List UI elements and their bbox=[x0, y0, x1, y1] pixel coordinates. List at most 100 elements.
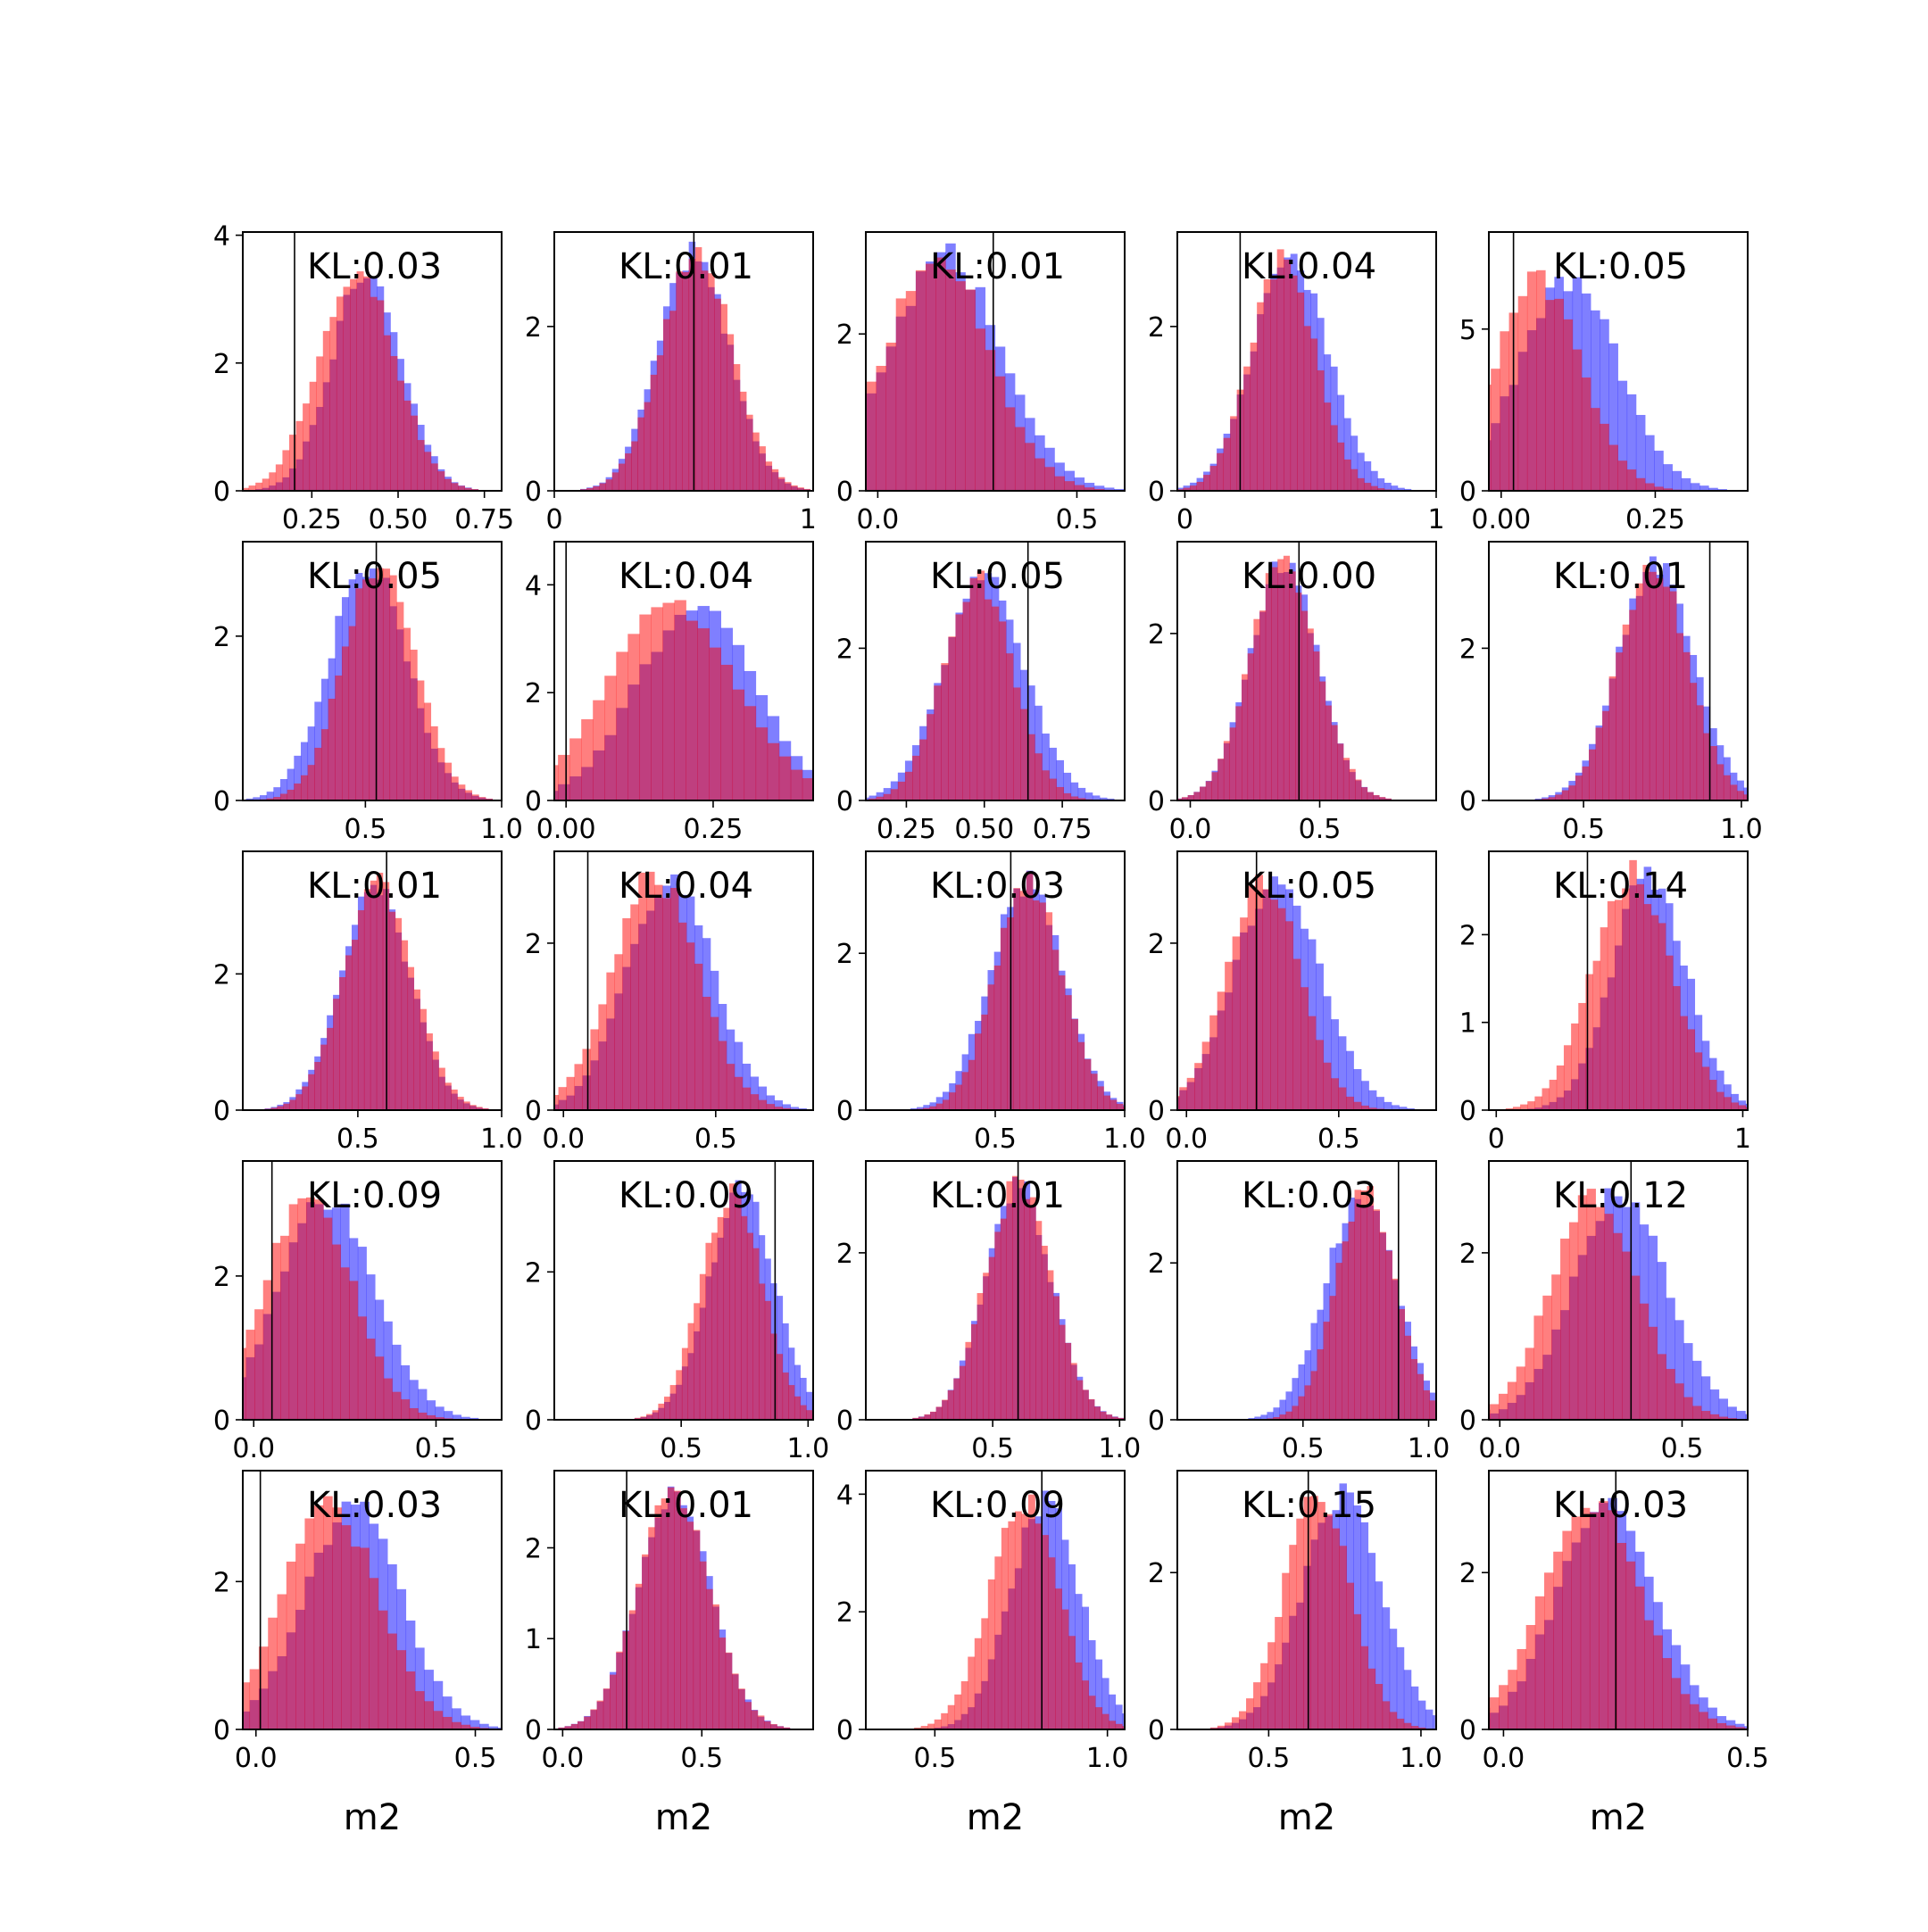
histogram-bar-b bbox=[426, 1415, 436, 1420]
histogram-bar-b bbox=[1317, 1502, 1326, 1729]
histogram-bar-a bbox=[1692, 1360, 1702, 1420]
histogram-bar-b bbox=[935, 1406, 943, 1420]
histogram-bar-b bbox=[1577, 1195, 1588, 1420]
histogram-bar-a bbox=[435, 1406, 445, 1420]
histogram-bar-b bbox=[461, 1724, 471, 1729]
histogram-bar-b bbox=[1551, 1274, 1561, 1420]
y-tick-label: 2 bbox=[1148, 619, 1165, 651]
histogram-bar-b bbox=[1310, 1371, 1317, 1420]
kl-annotation: KL:0.05 bbox=[307, 556, 442, 597]
histogram-bar-b bbox=[1020, 709, 1028, 800]
histogram-bar-b bbox=[1109, 1099, 1118, 1110]
histogram-bar-b bbox=[627, 634, 640, 800]
histogram-bar-b bbox=[694, 1303, 701, 1420]
histogram-bar-b bbox=[1396, 1718, 1405, 1729]
histogram-panel: 0 1 2 0 1 KL:0.14 bbox=[1459, 850, 1761, 1155]
histogram-bar-b bbox=[1041, 1535, 1049, 1729]
histogram-bar-a bbox=[294, 755, 302, 800]
histogram-bar-b bbox=[1277, 908, 1286, 1110]
histogram-bar-a bbox=[1092, 795, 1101, 800]
histogram-bar-b bbox=[1663, 488, 1673, 491]
histogram-bar-b bbox=[663, 319, 670, 491]
histogram-bar-b bbox=[1716, 1722, 1727, 1729]
histogram-bar-b bbox=[954, 1694, 962, 1729]
histogram-bar-b bbox=[1008, 1521, 1016, 1729]
histogram-bar-b bbox=[720, 303, 727, 491]
histogram-bar-a bbox=[1375, 1097, 1384, 1110]
histogram-bar-b bbox=[1342, 758, 1350, 800]
histogram-bar-b bbox=[759, 446, 766, 491]
histogram-bar-b bbox=[1353, 1613, 1362, 1729]
histogram-bar-b bbox=[1410, 1358, 1418, 1420]
histogram-bar-b bbox=[1650, 915, 1659, 1110]
histogram-bar-b bbox=[195, 1724, 204, 1729]
histogram-bar-b bbox=[1285, 1411, 1292, 1420]
histogram-bar-b bbox=[742, 1087, 752, 1110]
y-tick-label: 2 bbox=[525, 678, 542, 709]
histogram-bar-b bbox=[1044, 467, 1055, 491]
x-tick-label: 0.50 bbox=[954, 814, 1014, 845]
histogram-bar-a bbox=[1445, 479, 1455, 491]
histogram-bar-b bbox=[1292, 958, 1301, 1110]
histogram-bar-b bbox=[669, 311, 677, 491]
histogram-bar-b bbox=[1100, 1411, 1107, 1420]
histogram-bar-a bbox=[1279, 1399, 1286, 1420]
histogram-bar-a bbox=[1736, 1411, 1746, 1420]
histogram-bar-b bbox=[1200, 786, 1207, 800]
histogram-bar-b bbox=[1035, 753, 1043, 800]
histogram-bar-b bbox=[401, 1399, 411, 1420]
histogram-bar-b bbox=[710, 1016, 719, 1110]
histogram-bar-b bbox=[1012, 1175, 1018, 1420]
histogram-bar-b bbox=[984, 599, 993, 800]
histogram-bar-b bbox=[1753, 1108, 1761, 1110]
histogram-bar-b bbox=[558, 754, 570, 800]
histogram-bar-a bbox=[1129, 1720, 1136, 1729]
histogram-bar-b bbox=[955, 614, 963, 800]
histogram-bar-b bbox=[1578, 1002, 1586, 1110]
histogram-bar-a bbox=[1260, 1414, 1267, 1420]
histogram-bar-b bbox=[1645, 483, 1655, 491]
histogram-bar-b bbox=[777, 1726, 784, 1729]
histogram-bar-b bbox=[1520, 1104, 1528, 1110]
histogram-bar-b bbox=[1614, 900, 1623, 1110]
histogram-bar-a bbox=[1077, 787, 1086, 800]
histogram-bar-b bbox=[1581, 377, 1591, 491]
x-tick-label: 0.25 bbox=[684, 814, 744, 845]
histogram-bar-b bbox=[1499, 1685, 1508, 1729]
histogram-bar-b bbox=[994, 1231, 1001, 1420]
histogram-panel: 0 2 0.0 0.5 KL:0.03 m2 bbox=[1459, 1470, 1769, 1838]
kl-annotation: KL:0.05 bbox=[1242, 866, 1376, 907]
y-tick-label: 0 bbox=[1148, 1715, 1165, 1746]
histogram-bar-b bbox=[667, 1487, 675, 1729]
histogram-bar-b bbox=[322, 330, 330, 491]
histogram-bar-b bbox=[1666, 955, 1674, 1110]
histogram-bar-b bbox=[658, 1403, 665, 1420]
histogram-bar-b bbox=[1642, 564, 1650, 800]
histogram-bar-b bbox=[1342, 1241, 1349, 1420]
histogram-bar-b bbox=[688, 259, 696, 491]
axes-frame bbox=[1488, 231, 1749, 492]
histogram-bar-b bbox=[1273, 1416, 1280, 1420]
histogram-bar-a bbox=[1273, 1407, 1280, 1420]
histogram-bar-b bbox=[417, 440, 425, 491]
histogram-bar-b bbox=[1346, 1582, 1354, 1729]
histogram-bar-b bbox=[1669, 591, 1677, 800]
histogram-bar-b bbox=[1423, 1390, 1431, 1420]
histogram-bar-b bbox=[1253, 1682, 1261, 1729]
kl-annotation: KL:0.09 bbox=[930, 1485, 1065, 1526]
histogram-bar-b bbox=[1718, 1416, 1729, 1420]
histogram-bar-b bbox=[935, 1103, 943, 1110]
histogram-bar-b bbox=[686, 620, 698, 800]
axes-frame bbox=[865, 541, 1126, 801]
histogram-bar-a bbox=[1353, 1069, 1362, 1110]
histogram-bar-b bbox=[744, 1702, 752, 1729]
histogram-bar-b bbox=[797, 487, 804, 491]
histogram-bar-a bbox=[1608, 343, 1618, 491]
x-tick-label: 1.0 bbox=[480, 1124, 523, 1155]
kl-annotation: KL:0.14 bbox=[1553, 866, 1688, 907]
histogram-bar-b bbox=[734, 1076, 744, 1110]
histogram-bar-b bbox=[662, 602, 675, 800]
histogram-bar-b bbox=[895, 298, 907, 491]
histogram-bar-b bbox=[396, 380, 404, 491]
histogram-bar-b bbox=[243, 1347, 246, 1420]
